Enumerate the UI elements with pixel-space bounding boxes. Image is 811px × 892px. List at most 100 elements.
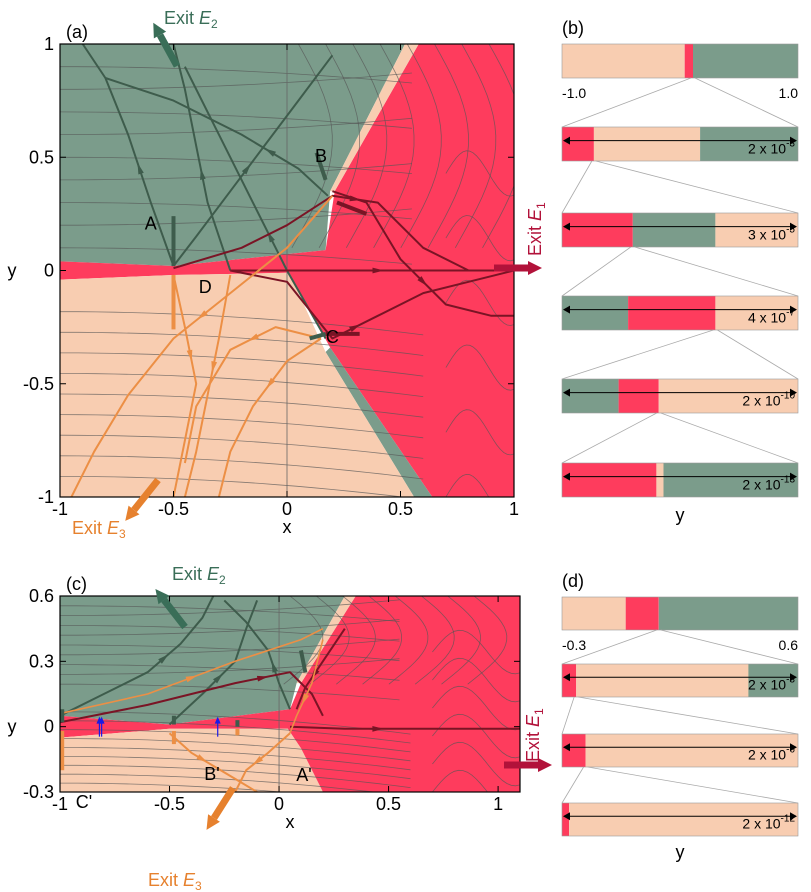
scale-label: 2 x 10-12 bbox=[742, 814, 795, 832]
y-tick-label: -0.5 bbox=[23, 374, 54, 394]
scale-arrowhead bbox=[790, 743, 797, 752]
exit-subscript: 1 bbox=[534, 202, 548, 209]
x-tick-label: -0.5 bbox=[154, 794, 185, 814]
panel-label: (b) bbox=[562, 18, 584, 38]
x-axis-label: x bbox=[283, 517, 292, 537]
trajectory-arrowhead bbox=[185, 675, 198, 683]
trajectory-darkred bbox=[230, 269, 514, 340]
range-label-max: 0.6 bbox=[779, 637, 799, 653]
trajectory-arrowhead bbox=[211, 361, 218, 373]
exit-symbol: E bbox=[525, 208, 545, 221]
scale-label: 2 x 10-13 bbox=[742, 475, 795, 493]
scale-arrowhead bbox=[563, 136, 570, 145]
flow-line bbox=[60, 658, 400, 675]
scale-arrowhead bbox=[790, 673, 797, 682]
flow-line bbox=[445, 279, 514, 326]
zoom-line bbox=[561, 329, 714, 380]
scale-exponent: -13 bbox=[781, 475, 796, 486]
trajectory-arrowhead bbox=[349, 324, 361, 332]
zoom-line bbox=[660, 412, 799, 464]
exit-subscript: 2 bbox=[211, 17, 218, 31]
trajectory-orange bbox=[168, 732, 258, 792]
initial-segment-darkgreen bbox=[298, 650, 308, 673]
trajectory-orange bbox=[60, 627, 324, 715]
flow-line bbox=[60, 393, 424, 418]
scale-label: 3 x 10-5 bbox=[748, 225, 795, 243]
zoom-line bbox=[561, 412, 657, 464]
point-label: B' bbox=[204, 764, 219, 784]
flow-line bbox=[60, 311, 424, 336]
exit-label: Exit E3 bbox=[148, 870, 202, 892]
trajectory-arrowhead bbox=[247, 333, 259, 342]
x-tick-label: 0 bbox=[282, 499, 292, 519]
flow-line bbox=[414, 596, 455, 685]
scale-arrowhead bbox=[790, 136, 797, 145]
trajectory-orange bbox=[70, 195, 334, 497]
flow-line bbox=[60, 434, 424, 459]
exit-prefix: Exit bbox=[172, 564, 207, 584]
trajectory-arrowhead bbox=[264, 148, 276, 157]
zoom-line bbox=[595, 160, 799, 214]
scale-base: 2 x 10 bbox=[742, 393, 780, 409]
exit-subscript: 3 bbox=[195, 879, 202, 892]
strip-segment-peach bbox=[715, 213, 798, 247]
y-tick-label: 0 bbox=[44, 261, 54, 281]
scale-base: 2 x 10 bbox=[742, 477, 780, 493]
exit-subscript: 2 bbox=[219, 573, 226, 587]
flow-line bbox=[60, 664, 400, 681]
panel-label: (c) bbox=[66, 574, 87, 594]
x-axis-label: y bbox=[676, 505, 685, 525]
exit-label: Exit E2 bbox=[164, 8, 218, 31]
flow-line bbox=[362, 596, 402, 685]
initial-segment-darkred bbox=[336, 200, 368, 216]
trajectory-orange bbox=[172, 274, 198, 497]
strip-segment-peach bbox=[658, 379, 798, 413]
scale-label: 2 x 10-6 bbox=[748, 745, 795, 763]
exit-symbol: E bbox=[207, 564, 220, 584]
x-tick-label: 0.5 bbox=[388, 499, 413, 519]
exit-arrow-shaft bbox=[156, 33, 181, 68]
basin-region-peach bbox=[60, 728, 323, 792]
point-label: C bbox=[326, 327, 339, 347]
trajectory-arrowhead bbox=[137, 162, 144, 175]
exit-label: Exit E2 bbox=[172, 564, 226, 587]
scale-arrowhead bbox=[563, 743, 570, 752]
trajectory-arrowhead bbox=[252, 756, 264, 766]
strip-segment-green bbox=[658, 597, 798, 630]
basin-region-peach bbox=[330, 44, 419, 192]
strip-segment-green bbox=[562, 296, 629, 330]
scale-exponent: -6 bbox=[786, 745, 795, 756]
scale-arrowhead bbox=[790, 472, 797, 481]
exit-arrowhead bbox=[206, 814, 220, 830]
exit-prefix: Exit bbox=[523, 727, 543, 762]
flow-line bbox=[60, 625, 400, 642]
exit-label: Exit E1 bbox=[523, 708, 546, 762]
blue-arrowhead bbox=[98, 716, 105, 724]
scale-exponent: -3 bbox=[786, 675, 795, 686]
strip-segment-green bbox=[700, 127, 798, 161]
trajectory-arrowhead bbox=[213, 673, 224, 684]
strip-segment-red bbox=[618, 379, 659, 413]
exit-arrowhead bbox=[125, 505, 140, 521]
trajectory-arrowhead bbox=[197, 310, 208, 320]
trajectory-arrowhead bbox=[417, 276, 428, 287]
scale-base: 4 x 10 bbox=[748, 310, 786, 326]
strip-segment-red bbox=[562, 213, 633, 247]
flow-line bbox=[60, 72, 412, 90]
scale-base: 2 x 10 bbox=[748, 747, 786, 763]
scale-arrowhead bbox=[563, 305, 570, 314]
strip-segment-red bbox=[684, 44, 693, 78]
flow-line bbox=[60, 729, 411, 753]
scale-exponent: -7 bbox=[786, 308, 795, 319]
trajectory-darkgreen bbox=[172, 44, 232, 271]
trajectory-orange bbox=[183, 274, 232, 497]
flow-line bbox=[60, 764, 411, 788]
range-label-min: -0.3 bbox=[562, 637, 586, 653]
scale-label: 2 x 10-10 bbox=[742, 391, 795, 409]
x-tick-label: -1 bbox=[52, 499, 68, 519]
trajectory-arrowhead bbox=[301, 693, 310, 705]
trajectory-arrowhead bbox=[266, 377, 276, 389]
flow-line bbox=[445, 473, 490, 497]
zoom-line bbox=[561, 77, 692, 128]
basin-region-red bbox=[60, 596, 520, 792]
